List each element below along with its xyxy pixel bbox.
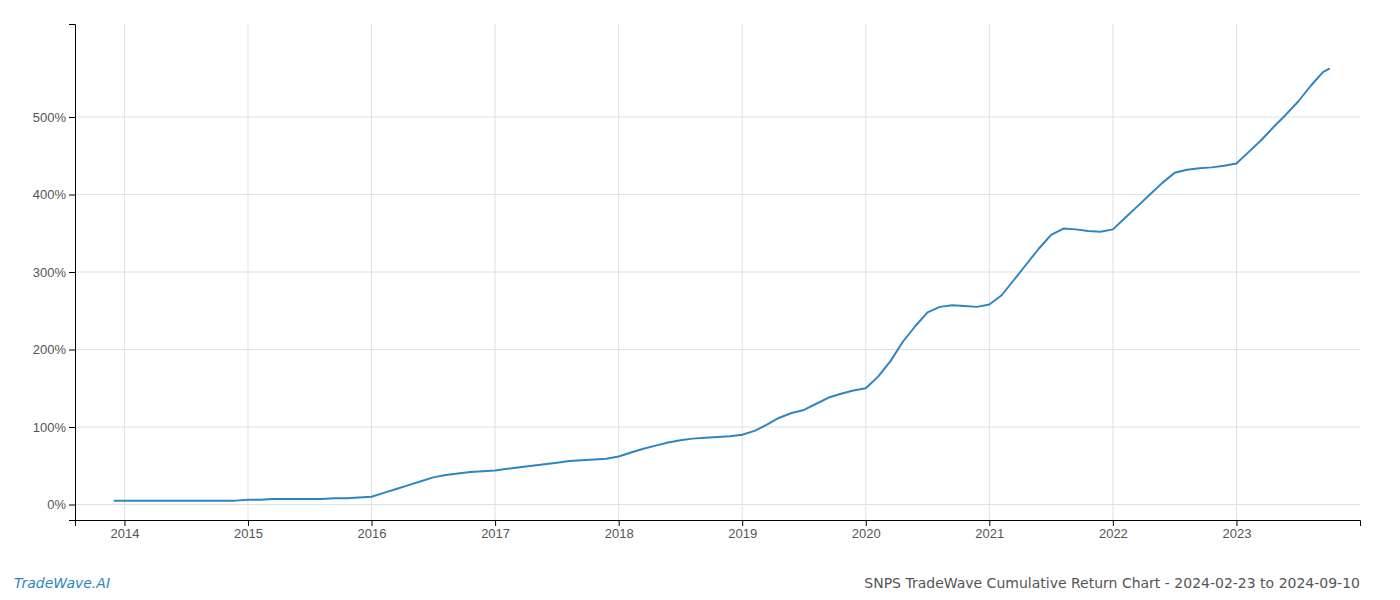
y-tick: 500% [33,110,75,125]
grid-line-y [75,272,1360,273]
y-tick-mark [69,195,75,196]
x-tick: 2021 [975,520,1004,541]
x-axis: 2014 2015 2016 2017 2018 2019 2020 2021 2022 2023 [76,520,1361,541]
y-axis: 0% 100% 200% 300% 400% 500% [33,25,76,521]
x-tick-label: 2019 [728,526,757,541]
y-tick: 0% [47,497,75,512]
y-tick-label: 0% [47,497,66,512]
y-tick: 300% [33,265,75,280]
y-tick: 400% [33,187,75,202]
x-tick-mark [1113,520,1114,526]
x-tick: 2018 [605,520,634,541]
x-tick-mark [372,520,373,526]
x-tick-mark [495,520,496,526]
x-tick-label: 2020 [852,526,881,541]
x-tick-mark [866,520,867,526]
grid-line-y [75,194,1360,195]
y-tick-label: 400% [33,187,67,202]
watermark: TradeWave.AI [14,575,110,591]
x-tick: 2022 [1099,520,1128,541]
x-tick: 2016 [358,520,387,541]
x-tick-mark [124,520,125,526]
x-tick: 2023 [1222,520,1251,541]
x-tick-label: 2023 [1222,526,1251,541]
grid-line-y [75,504,1360,505]
x-axis-line [76,521,1361,527]
y-tick-mark [69,272,75,273]
grid-line-y [75,117,1360,118]
y-tick-label: 500% [33,110,67,125]
y-tick-mark [69,427,75,428]
y-tick-label: 200% [33,342,67,357]
x-tick-label: 2015 [234,526,263,541]
y-tick-mark [69,117,75,118]
x-tick: 2019 [728,520,757,541]
x-tick-label: 2018 [605,526,634,541]
x-tick: 2020 [852,520,881,541]
chart: 2014 2015 2016 2017 2018 2019 2020 2021 2022 2023… [0,0,1400,600]
plot-area: 2014 2015 2016 2017 2018 2019 2020 2021 2022 2023… [33,24,1361,541]
x-tick-mark [1236,520,1237,526]
x-tick-mark [989,520,990,526]
y-tick: 200% [33,342,75,357]
y-tick-mark [69,350,75,351]
y-axis-line [69,25,76,521]
x-tick: 2014 [110,520,139,541]
x-tick-label: 2017 [481,526,510,541]
x-tick-label: 2022 [1099,526,1128,541]
grid-line-y [75,349,1360,350]
x-tick-label: 2021 [975,526,1004,541]
y-tick-label: 100% [33,420,67,435]
x-tick-label: 2014 [110,526,139,541]
grid [75,24,1360,520]
line [115,69,1330,501]
x-tick-label: 2016 [358,526,387,541]
x-tick-mark [619,520,620,526]
x-tick-mark [248,520,249,526]
x-tick: 2017 [481,520,510,541]
y-tick: 100% [33,420,75,435]
title: SNPS TradeWave Cumulative Return Chart -… [864,575,1360,591]
y-tick-mark [69,505,75,506]
series-group [115,69,1330,501]
grid-line-y [75,427,1360,428]
x-tick-mark [742,520,743,526]
y-tick-label: 300% [33,265,67,280]
x-tick: 2015 [234,520,263,541]
